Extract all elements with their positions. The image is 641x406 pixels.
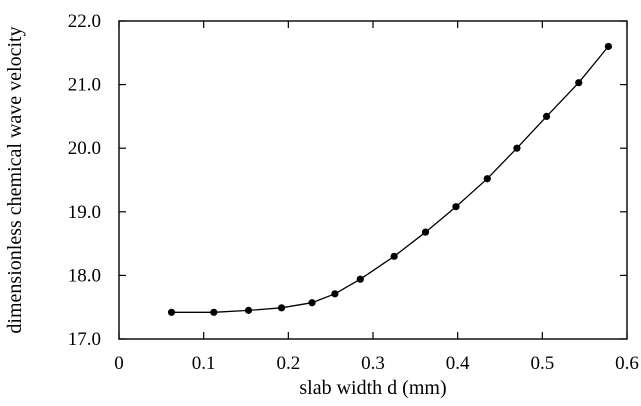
data-point (421, 228, 430, 236)
data-point (513, 144, 521, 152)
y-tick-label: 20.0 (68, 138, 101, 159)
data-point (244, 306, 253, 314)
data-point (331, 290, 339, 298)
plot-frame (118, 20, 628, 340)
data-point (604, 42, 612, 51)
x-tick-label: 0.5 (530, 353, 554, 374)
data-point (452, 203, 460, 211)
x-tick-label: 0.2 (276, 353, 300, 374)
data-point (210, 308, 218, 316)
series-layer (167, 42, 612, 316)
x-tick-label: 0.4 (446, 353, 470, 374)
y-tick-label: 19.0 (68, 202, 101, 223)
y-tick-label: 17.0 (68, 329, 101, 350)
y-axis-ticks: 17.0 18.0 19.0 20.0 21.0 22.0 (68, 11, 627, 350)
y-tick-label: 21.0 (68, 75, 101, 96)
data-point (542, 112, 551, 120)
y-tick-label: 22.0 (68, 11, 101, 32)
data-point (356, 275, 364, 283)
data-point (308, 299, 316, 307)
data-point (277, 304, 286, 312)
x-tick-label: 0.1 (192, 353, 216, 374)
data-point (390, 252, 398, 260)
data-point (575, 79, 583, 87)
x-tick-label: 0.6 (615, 353, 639, 374)
series-line (171, 45, 609, 313)
x-axis-label: slab width d (mm) (299, 377, 446, 399)
x-tick-label: 0 (114, 353, 124, 374)
data-point (167, 308, 176, 316)
y-tick-label: 18.0 (68, 265, 101, 286)
y-axis-label: dimensionless chemical wave velocity (4, 26, 26, 333)
data-point (483, 175, 491, 183)
x-axis-ticks: 0 0.1 0.2 0.3 0.4 0.5 0.6 (114, 21, 639, 374)
x-tick-label: 0.3 (361, 353, 385, 374)
